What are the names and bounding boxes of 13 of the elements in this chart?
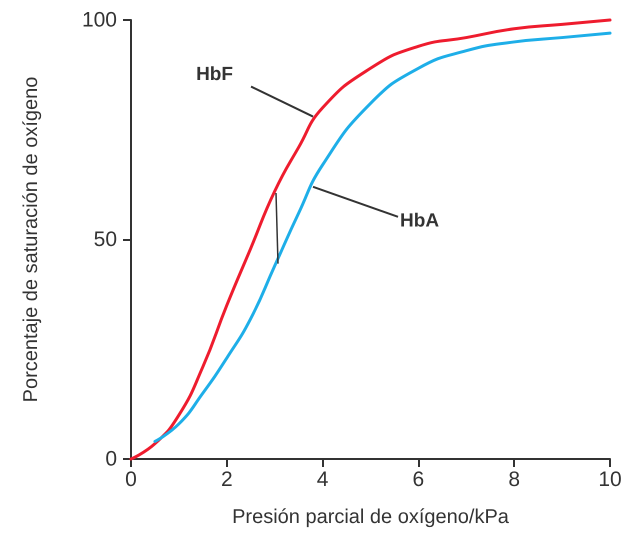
x-tick-label: 4 <box>316 468 329 491</box>
y-axis-title: Porcentaje de saturación de oxígeno <box>20 76 42 402</box>
x-tick-label: 8 <box>508 468 520 491</box>
x-tick-label: 2 <box>220 468 233 491</box>
x-tick-label: 0 <box>125 468 137 491</box>
x-tick-label: 6 <box>412 468 424 491</box>
y-tick-label: 50 <box>94 228 117 251</box>
x-tick-label: 10 <box>598 468 622 491</box>
y-tick-label: 0 <box>105 448 117 470</box>
annotation: HbA <box>400 210 440 232</box>
y-tick-label: 100 <box>82 8 117 32</box>
annotation: HbF <box>196 64 234 86</box>
x-axis-title: Presión parcial de oxígeno/kPa <box>232 506 510 528</box>
